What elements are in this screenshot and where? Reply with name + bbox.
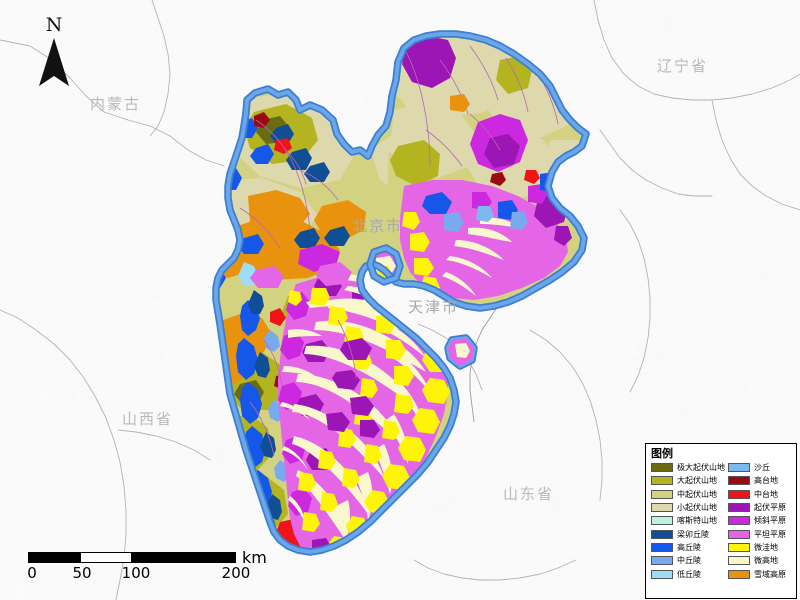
scale-seg-1 <box>28 552 80 563</box>
north-arrow: N <box>30 14 78 88</box>
legend-item: 雪域高原 <box>728 567 786 580</box>
legend-item: 微洼地 <box>728 541 786 554</box>
legend-item: 低丘陵 <box>651 567 725 580</box>
legend-swatch <box>651 516 673 526</box>
legend-swatch <box>651 542 673 552</box>
legend-label: 高丘陵 <box>677 542 701 552</box>
scale-bar: km 0 50 100 200 <box>27 548 288 584</box>
legend-swatch <box>728 556 750 566</box>
legend-item: 中起伏山地 <box>651 488 725 501</box>
legend-swatch <box>651 463 673 473</box>
legend-swatch <box>651 529 673 539</box>
legend-swatch <box>728 463 750 473</box>
legend-label: 中台地 <box>754 489 778 499</box>
legend-item: 沙丘 <box>728 461 786 474</box>
scale-bar-ticks: 0 50 100 200 <box>27 564 288 584</box>
legend-item: 中台地 <box>728 488 786 501</box>
legend-swatch <box>728 489 750 499</box>
legend-item: 喀斯特山地 <box>651 514 725 527</box>
north-arrow-label: N <box>45 14 63 36</box>
legend-item: 中丘陵 <box>651 554 725 567</box>
scale-tick-100: 100 <box>121 564 151 582</box>
legend-swatch <box>728 503 750 513</box>
scale-tick-200: 200 <box>221 564 251 582</box>
legend-swatch <box>651 556 673 566</box>
label-beijing: 北京市 <box>352 217 404 235</box>
legend-column-left: 极大起伏山地 大起伏山地 中起伏山地 小起伏山地 喀斯特山地 梁卯丘陵 高丘陵 … <box>651 461 725 581</box>
legend-label: 倾斜平原 <box>754 516 786 526</box>
legend-label: 中丘陵 <box>677 556 701 566</box>
legend-label: 大起伏山地 <box>677 476 717 486</box>
legend-label: 中起伏山地 <box>677 489 717 499</box>
legend-label: 低丘陵 <box>677 569 701 579</box>
legend-item: 大起伏山地 <box>651 474 725 487</box>
study-area-outline <box>212 30 590 556</box>
legend-item: 微高地 <box>728 554 786 567</box>
label-inner-mongolia: 内蒙古 <box>90 95 142 113</box>
label-shandong: 山东省 <box>503 485 555 503</box>
legend-label: 微高地 <box>754 556 778 566</box>
legend-swatch <box>651 569 673 579</box>
legend-title: 图例 <box>651 447 673 460</box>
legend-item: 平坦平原 <box>728 527 786 540</box>
scale-tick-0: 0 <box>27 564 37 582</box>
legend-label: 小起伏山地 <box>677 503 717 513</box>
legend-item: 极大起伏山地 <box>651 461 725 474</box>
label-shanxi: 山西省 <box>122 410 174 428</box>
legend-item: 倾斜平原 <box>728 514 786 527</box>
legend-label: 平坦平原 <box>754 529 786 539</box>
legend-item: 高丘陵 <box>651 541 725 554</box>
scale-tick-50: 50 <box>72 564 92 582</box>
legend-label: 雪域高原 <box>754 569 786 579</box>
legend-label: 极大起伏山地 <box>677 463 725 473</box>
legend-item: 梁卯丘陵 <box>651 527 725 540</box>
legend-box: 图例 极大起伏山地 大起伏山地 中起伏山地 小起伏山地 喀斯特山地 梁卯丘陵 高… <box>645 443 797 599</box>
legend-item: 小起伏山地 <box>651 501 725 514</box>
legend-column-right: 沙丘 高台地 中台地 起伏平原 倾斜平原 平坦平原 微洼地 微高地 雪域高原 <box>728 461 786 581</box>
north-arrow-glyph <box>39 38 69 86</box>
label-tianjin: 天津市 <box>408 298 460 316</box>
legend-swatch <box>728 569 750 579</box>
scale-seg-2 <box>80 552 132 563</box>
legend-item: 起伏平原 <box>728 501 786 514</box>
legend-swatch <box>651 489 673 499</box>
legend-label: 喀斯特山地 <box>677 516 717 526</box>
legend-label: 微洼地 <box>754 542 778 552</box>
legend-item: 高台地 <box>728 474 786 487</box>
legend-label: 高台地 <box>754 476 778 486</box>
scale-bar-segments: km <box>28 548 267 567</box>
legend-swatch <box>728 516 750 526</box>
legend-swatch <box>728 529 750 539</box>
legend-swatch <box>728 542 750 552</box>
label-liaoning: 辽宁省 <box>657 57 709 75</box>
legend-swatch <box>651 503 673 513</box>
legend-label: 沙丘 <box>754 463 770 473</box>
scale-bar-unit: km <box>242 548 267 567</box>
legend-swatch <box>728 476 750 486</box>
legend-swatch <box>651 476 673 486</box>
legend-label: 起伏平原 <box>754 503 786 513</box>
legend-label: 梁卯丘陵 <box>677 529 709 539</box>
scale-seg-3 <box>132 552 236 563</box>
terrain-coastal-ring-inner <box>455 343 470 358</box>
